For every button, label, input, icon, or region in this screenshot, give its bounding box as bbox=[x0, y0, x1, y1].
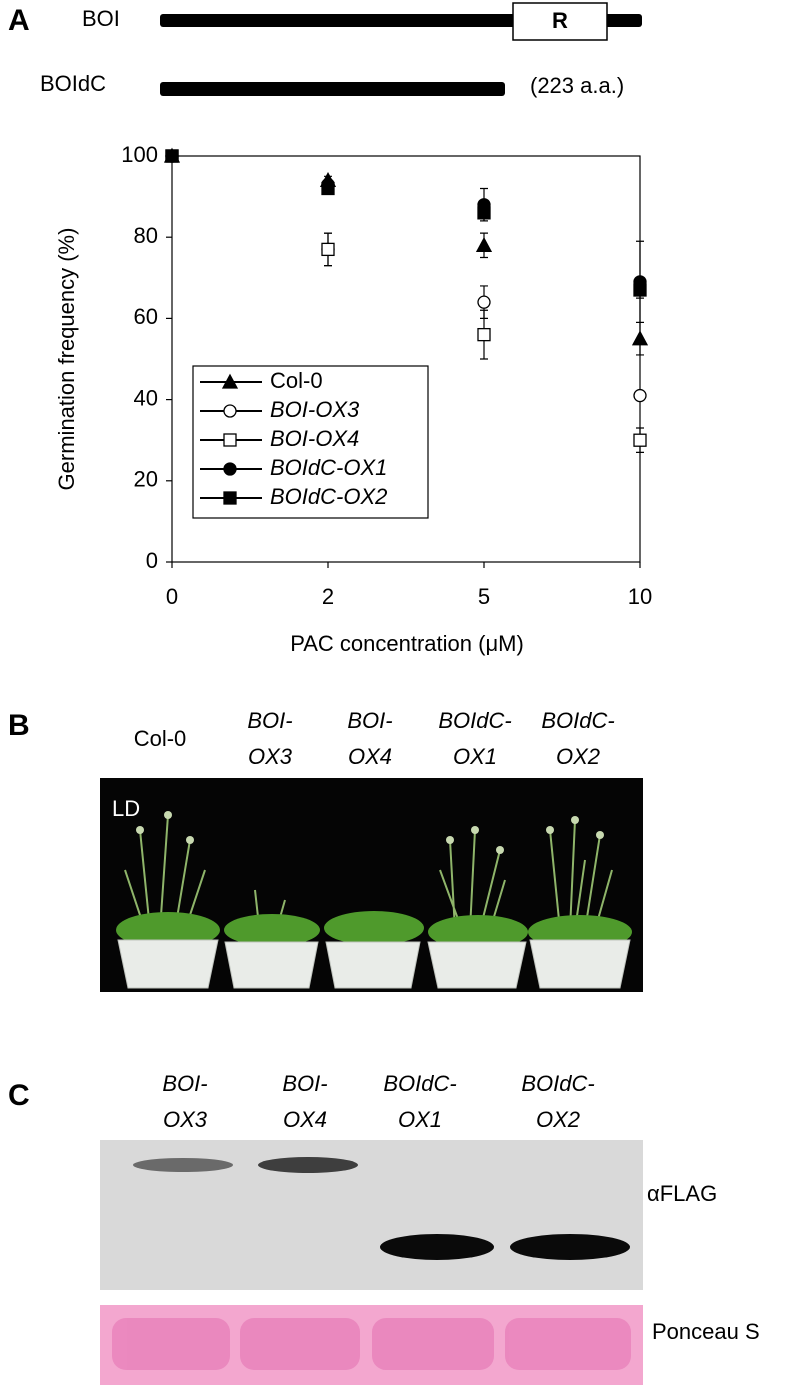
lane-label: OX2 bbox=[536, 1107, 580, 1132]
domain-box bbox=[512, 2, 608, 41]
flowers bbox=[136, 811, 604, 854]
legend-label: BOIdC-OX2 bbox=[270, 484, 387, 509]
legend-label: BOIdC-OX1 bbox=[270, 455, 387, 480]
domain-label: R bbox=[552, 8, 568, 33]
blot-band bbox=[133, 1158, 233, 1172]
lane-label: BOI- bbox=[247, 708, 292, 733]
marker bbox=[477, 206, 491, 220]
panel-label: A bbox=[8, 4, 30, 37]
legend-marker bbox=[223, 404, 237, 418]
legend-label: BOI-OX3 bbox=[270, 397, 360, 422]
panel-label: C bbox=[8, 1079, 30, 1112]
x-tick-label: 2 bbox=[322, 584, 334, 609]
y-tick-label: 0 bbox=[146, 548, 158, 573]
stain-label: Ponceau S bbox=[652, 1319, 760, 1344]
y-tick-label: 80 bbox=[134, 223, 158, 248]
lane-label: OX3 bbox=[248, 744, 293, 769]
lane-label: OX1 bbox=[398, 1107, 442, 1132]
photo-condition: LD bbox=[112, 796, 140, 821]
lane-label: BOI- bbox=[347, 708, 392, 733]
marker bbox=[475, 236, 493, 252]
marker bbox=[321, 242, 335, 257]
lane-label: OX4 bbox=[283, 1107, 327, 1132]
marker bbox=[321, 181, 335, 196]
x-axis-label: PAC concentration (μM) bbox=[290, 631, 524, 656]
lane-label: BOIdC- bbox=[438, 708, 511, 733]
marker bbox=[633, 388, 647, 403]
pots bbox=[117, 939, 631, 989]
lane-label: Col-0 bbox=[134, 726, 187, 751]
panel-label: B bbox=[8, 709, 30, 742]
blot-band bbox=[380, 1234, 494, 1260]
marker bbox=[477, 327, 491, 342]
protein-name: BOI bbox=[82, 6, 120, 31]
lane-label: OX3 bbox=[163, 1107, 208, 1132]
legend-marker bbox=[223, 462, 237, 476]
protein-name: BOIdC bbox=[40, 71, 106, 96]
lane-label: OX2 bbox=[556, 744, 600, 769]
lane-label: OX4 bbox=[348, 744, 392, 769]
lane-label: BOIdC- bbox=[541, 708, 614, 733]
y-axis-label: Germination frequency (%) bbox=[54, 228, 79, 491]
x-tick-label: 0 bbox=[166, 584, 178, 609]
x-tick-label: 5 bbox=[478, 584, 490, 609]
y-tick-label: 100 bbox=[121, 142, 158, 167]
marker bbox=[477, 295, 491, 309]
y-tick-label: 40 bbox=[134, 385, 158, 410]
protein-length: (223 a.a.) bbox=[530, 73, 624, 98]
blot-band bbox=[258, 1157, 358, 1173]
lane-label: BOIdC- bbox=[521, 1071, 594, 1096]
legend-label: BOI-OX4 bbox=[270, 426, 359, 451]
plant-photo bbox=[100, 778, 643, 992]
marker bbox=[633, 433, 647, 447]
x-tick-label: 10 bbox=[628, 584, 652, 609]
legend-marker bbox=[223, 491, 237, 505]
marker bbox=[633, 283, 647, 297]
y-tick-label: 60 bbox=[134, 304, 158, 329]
lane-label: BOIdC- bbox=[383, 1071, 456, 1096]
plot-frame bbox=[171, 155, 641, 563]
lane-label: BOI- bbox=[282, 1071, 327, 1096]
legend-marker bbox=[221, 373, 239, 389]
legend-marker bbox=[223, 433, 237, 447]
marker bbox=[631, 330, 649, 346]
protein-bar bbox=[160, 82, 505, 96]
legend-label: Col-0 bbox=[270, 368, 323, 393]
ponceau-bands bbox=[112, 1318, 631, 1370]
y-tick-label: 20 bbox=[134, 467, 158, 492]
lane-label: OX1 bbox=[453, 744, 497, 769]
antibody-label: αFLAG bbox=[647, 1181, 717, 1206]
marker bbox=[165, 149, 179, 163]
lane-label: BOI- bbox=[162, 1071, 207, 1096]
blot-band bbox=[510, 1234, 630, 1260]
